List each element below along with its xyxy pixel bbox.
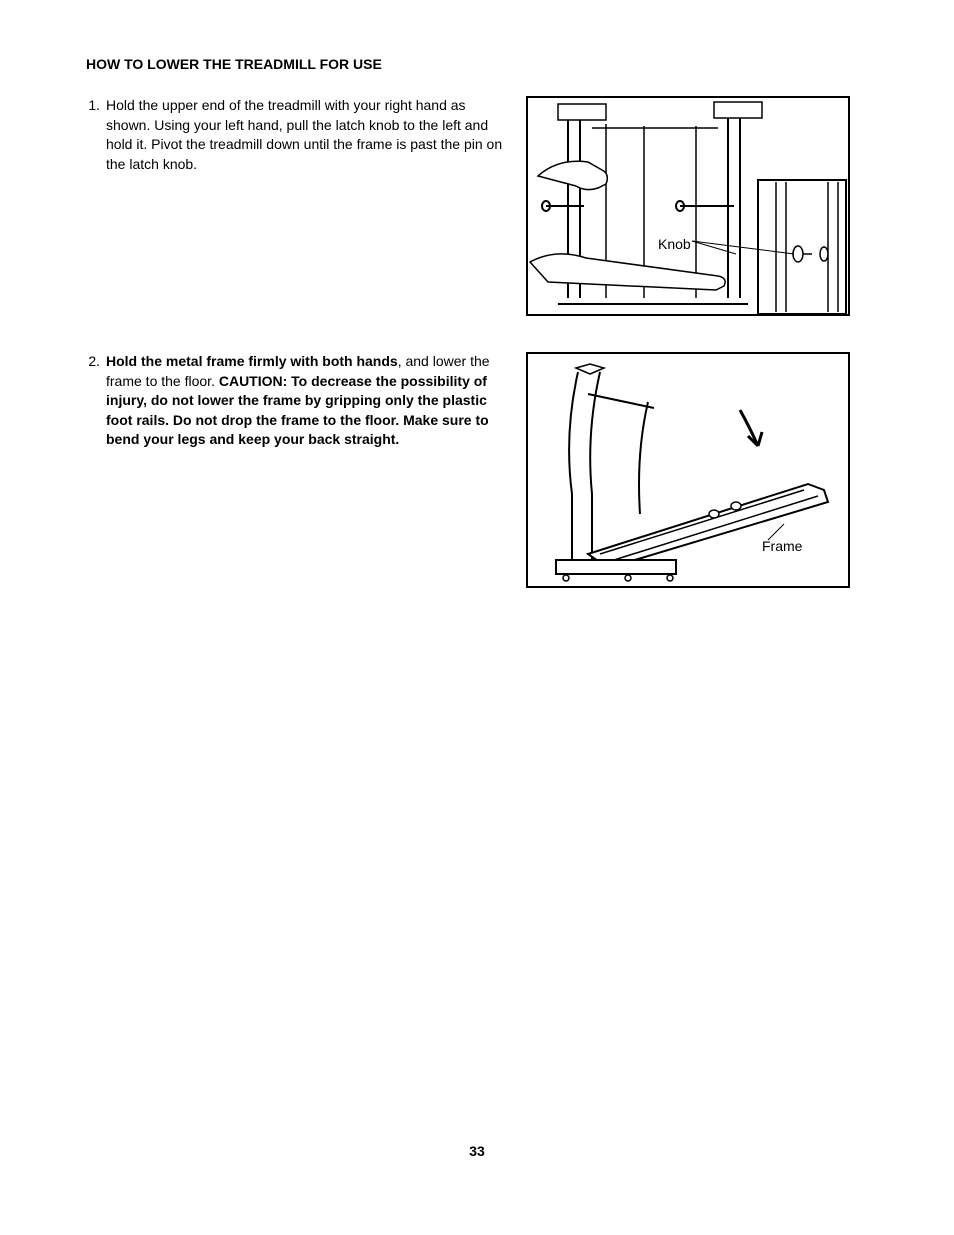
- step-1-body: Hold the upper end of the treadmill with…: [106, 96, 506, 174]
- step-2-body: Hold the metal frame firmly with both ha…: [106, 352, 506, 450]
- step-1-number: 1.: [86, 96, 100, 174]
- step-1-text: 1. Hold the upper end of the treadmill w…: [86, 96, 506, 174]
- section-title: HOW TO LOWER THE TREADMILL FOR USE: [86, 56, 868, 72]
- figure-1-label: Knob: [658, 236, 691, 252]
- treadmill-folded-illustration: [528, 98, 848, 314]
- figure-2: Frame: [526, 352, 850, 588]
- step-2-bold-prefix: Hold the metal frame firmly with both ha…: [106, 353, 398, 369]
- page-number: 33: [0, 1143, 954, 1159]
- figure-2-label: Frame: [762, 538, 802, 554]
- step-1: 1. Hold the upper end of the treadmill w…: [86, 96, 868, 316]
- step-2: 2. Hold the metal frame firmly with both…: [86, 352, 868, 588]
- step-2-number: 2.: [86, 352, 100, 450]
- figure-1: Knob: [526, 96, 850, 316]
- step-2-text: 2. Hold the metal frame firmly with both…: [86, 352, 506, 450]
